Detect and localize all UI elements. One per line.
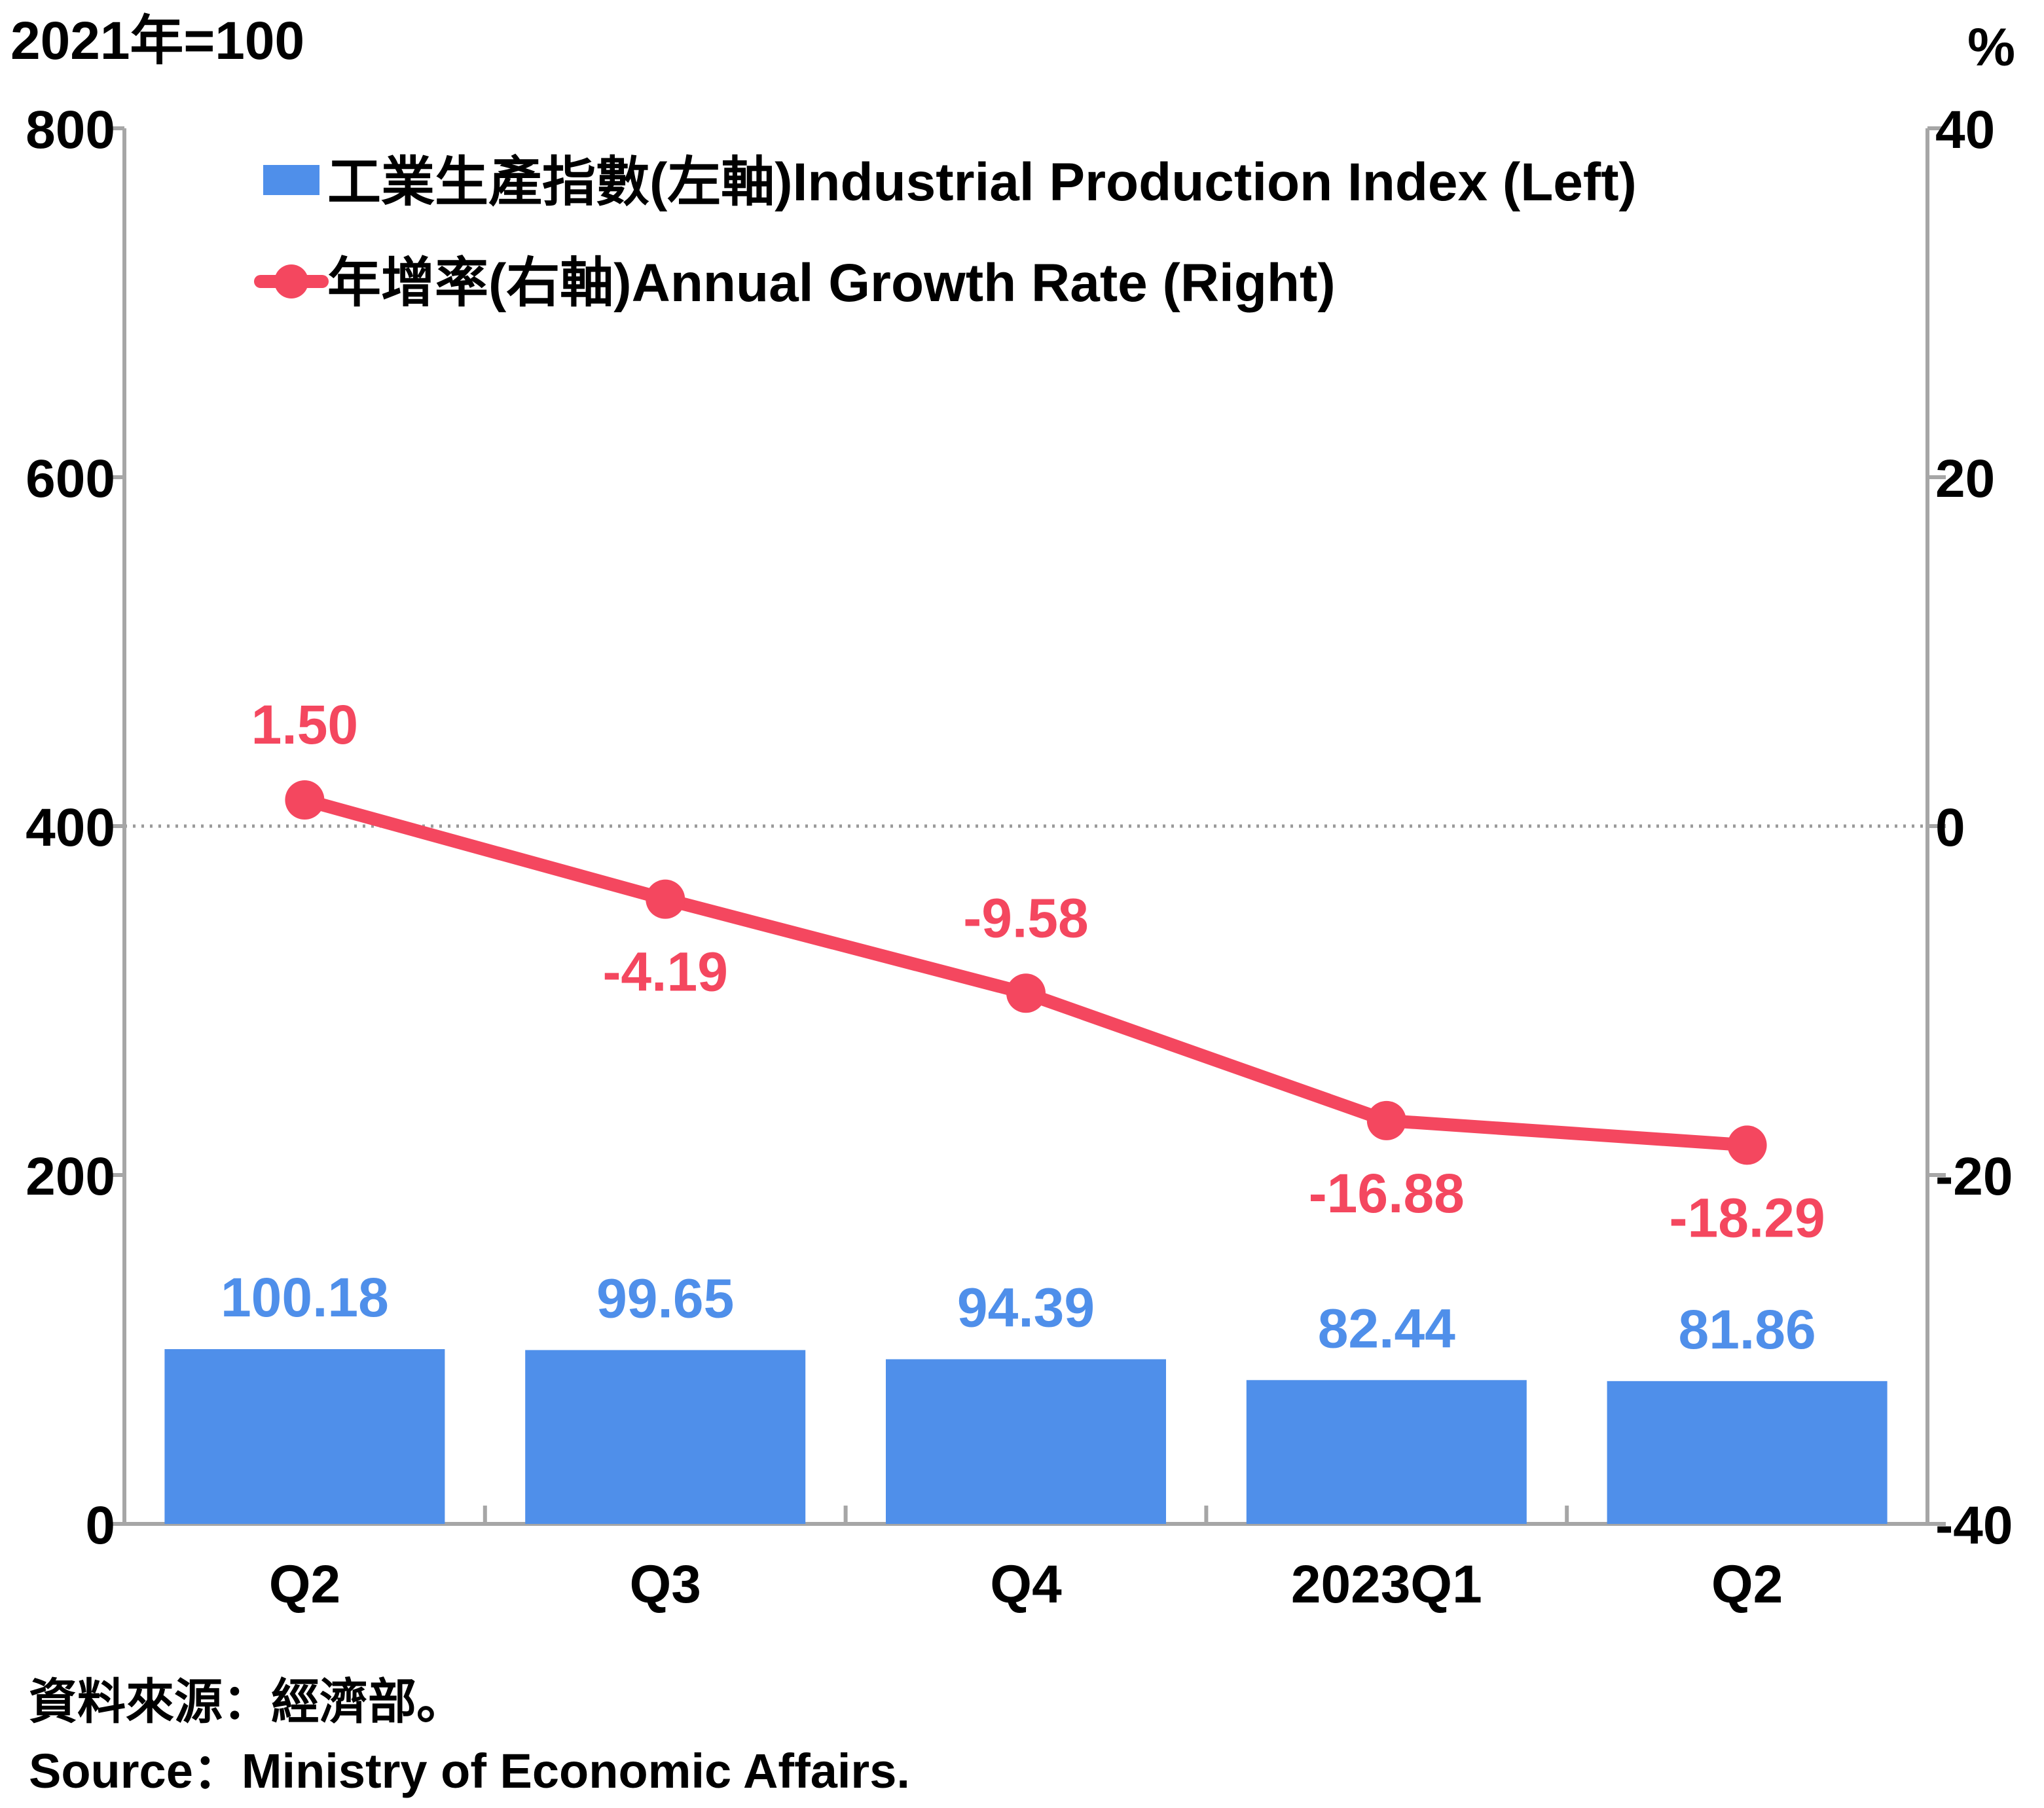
x-tick-label: 2023Q1 <box>1291 1555 1482 1614</box>
right-axis-unit: % <box>1967 18 2015 77</box>
growth-rate-point <box>1366 1100 1406 1140</box>
bar-series <box>164 1349 1888 1524</box>
legend-bar-label: 工業生產指數(左軸)Industrial Production Index (L… <box>327 153 1637 212</box>
growth-rate-value-label: 1.50 <box>251 694 359 755</box>
bar-value-label: 94.39 <box>957 1276 1095 1338</box>
right-tick-label: 0 <box>1935 798 1965 858</box>
axes: 0 200 400 600 800 -40 -20 0 20 40 Q2 Q3 Q4 2023Q1 Q2 <box>26 100 2013 1614</box>
growth-rate-point <box>1727 1125 1767 1165</box>
bar <box>525 1350 806 1524</box>
legend: 工業生產指數(左軸)Industrial Production Index (L… <box>254 153 1637 313</box>
growth-rate-value-label: -9.58 <box>963 887 1088 949</box>
growth-rate-value-label: -18.29 <box>1670 1187 1825 1248</box>
line-series <box>285 780 1767 1165</box>
legend-line-label: 年增率(右軸)Annual Growth Rate (Right) <box>327 253 1336 313</box>
right-tick-label: -40 <box>1935 1496 2013 1555</box>
growth-rate-point <box>1006 973 1046 1013</box>
source-note-en: Source：Ministry of Economic Affairs. <box>29 1744 910 1798</box>
chart: 2021年=100 % 0 200 400 600 800 -40 -20 0 20 40 Q2 Q3… <box>10 11 2015 1614</box>
bar <box>164 1349 445 1524</box>
x-tick-label: Q2 <box>269 1555 340 1614</box>
left-tick-label: 0 <box>85 1496 115 1555</box>
growth-rate-line <box>298 793 1754 1152</box>
left-tick-label: 400 <box>26 798 115 858</box>
x-tick-label: Q2 <box>1711 1555 1783 1614</box>
x-tick-label: Q3 <box>630 1555 701 1614</box>
right-tick-label: 40 <box>1935 100 1995 160</box>
bar <box>1607 1381 1888 1524</box>
data-labels: 100.18 99.65 94.39 82.44 81.86 1.50 -4.19 -9.58… <box>221 694 1825 1360</box>
x-tick-label: Q4 <box>990 1555 1062 1614</box>
right-tick-label: 20 <box>1935 449 1995 509</box>
growth-rate-point <box>646 879 685 919</box>
left-tick-label: 800 <box>26 100 115 160</box>
bar-value-label: 81.86 <box>1678 1299 1816 1360</box>
bar-value-label: 100.18 <box>221 1267 389 1328</box>
bar <box>886 1359 1166 1524</box>
left-axis-unit: 2021年=100 <box>10 11 304 71</box>
legend-bar-swatch <box>263 165 319 195</box>
source-note-zh: 資料來源：經濟部。 <box>29 1674 465 1729</box>
legend-line-marker <box>274 264 308 298</box>
bar-value-label: 82.44 <box>1318 1297 1455 1359</box>
growth-rate-value-label: -16.88 <box>1309 1163 1465 1224</box>
bar <box>1246 1380 1527 1524</box>
right-tick-label: -20 <box>1935 1147 2013 1206</box>
bar-value-label: 99.65 <box>596 1267 734 1329</box>
left-tick-label: 600 <box>26 449 115 509</box>
left-tick-label: 200 <box>26 1147 115 1206</box>
growth-rate-point <box>285 780 325 820</box>
growth-rate-value-label: -4.19 <box>602 941 727 1003</box>
